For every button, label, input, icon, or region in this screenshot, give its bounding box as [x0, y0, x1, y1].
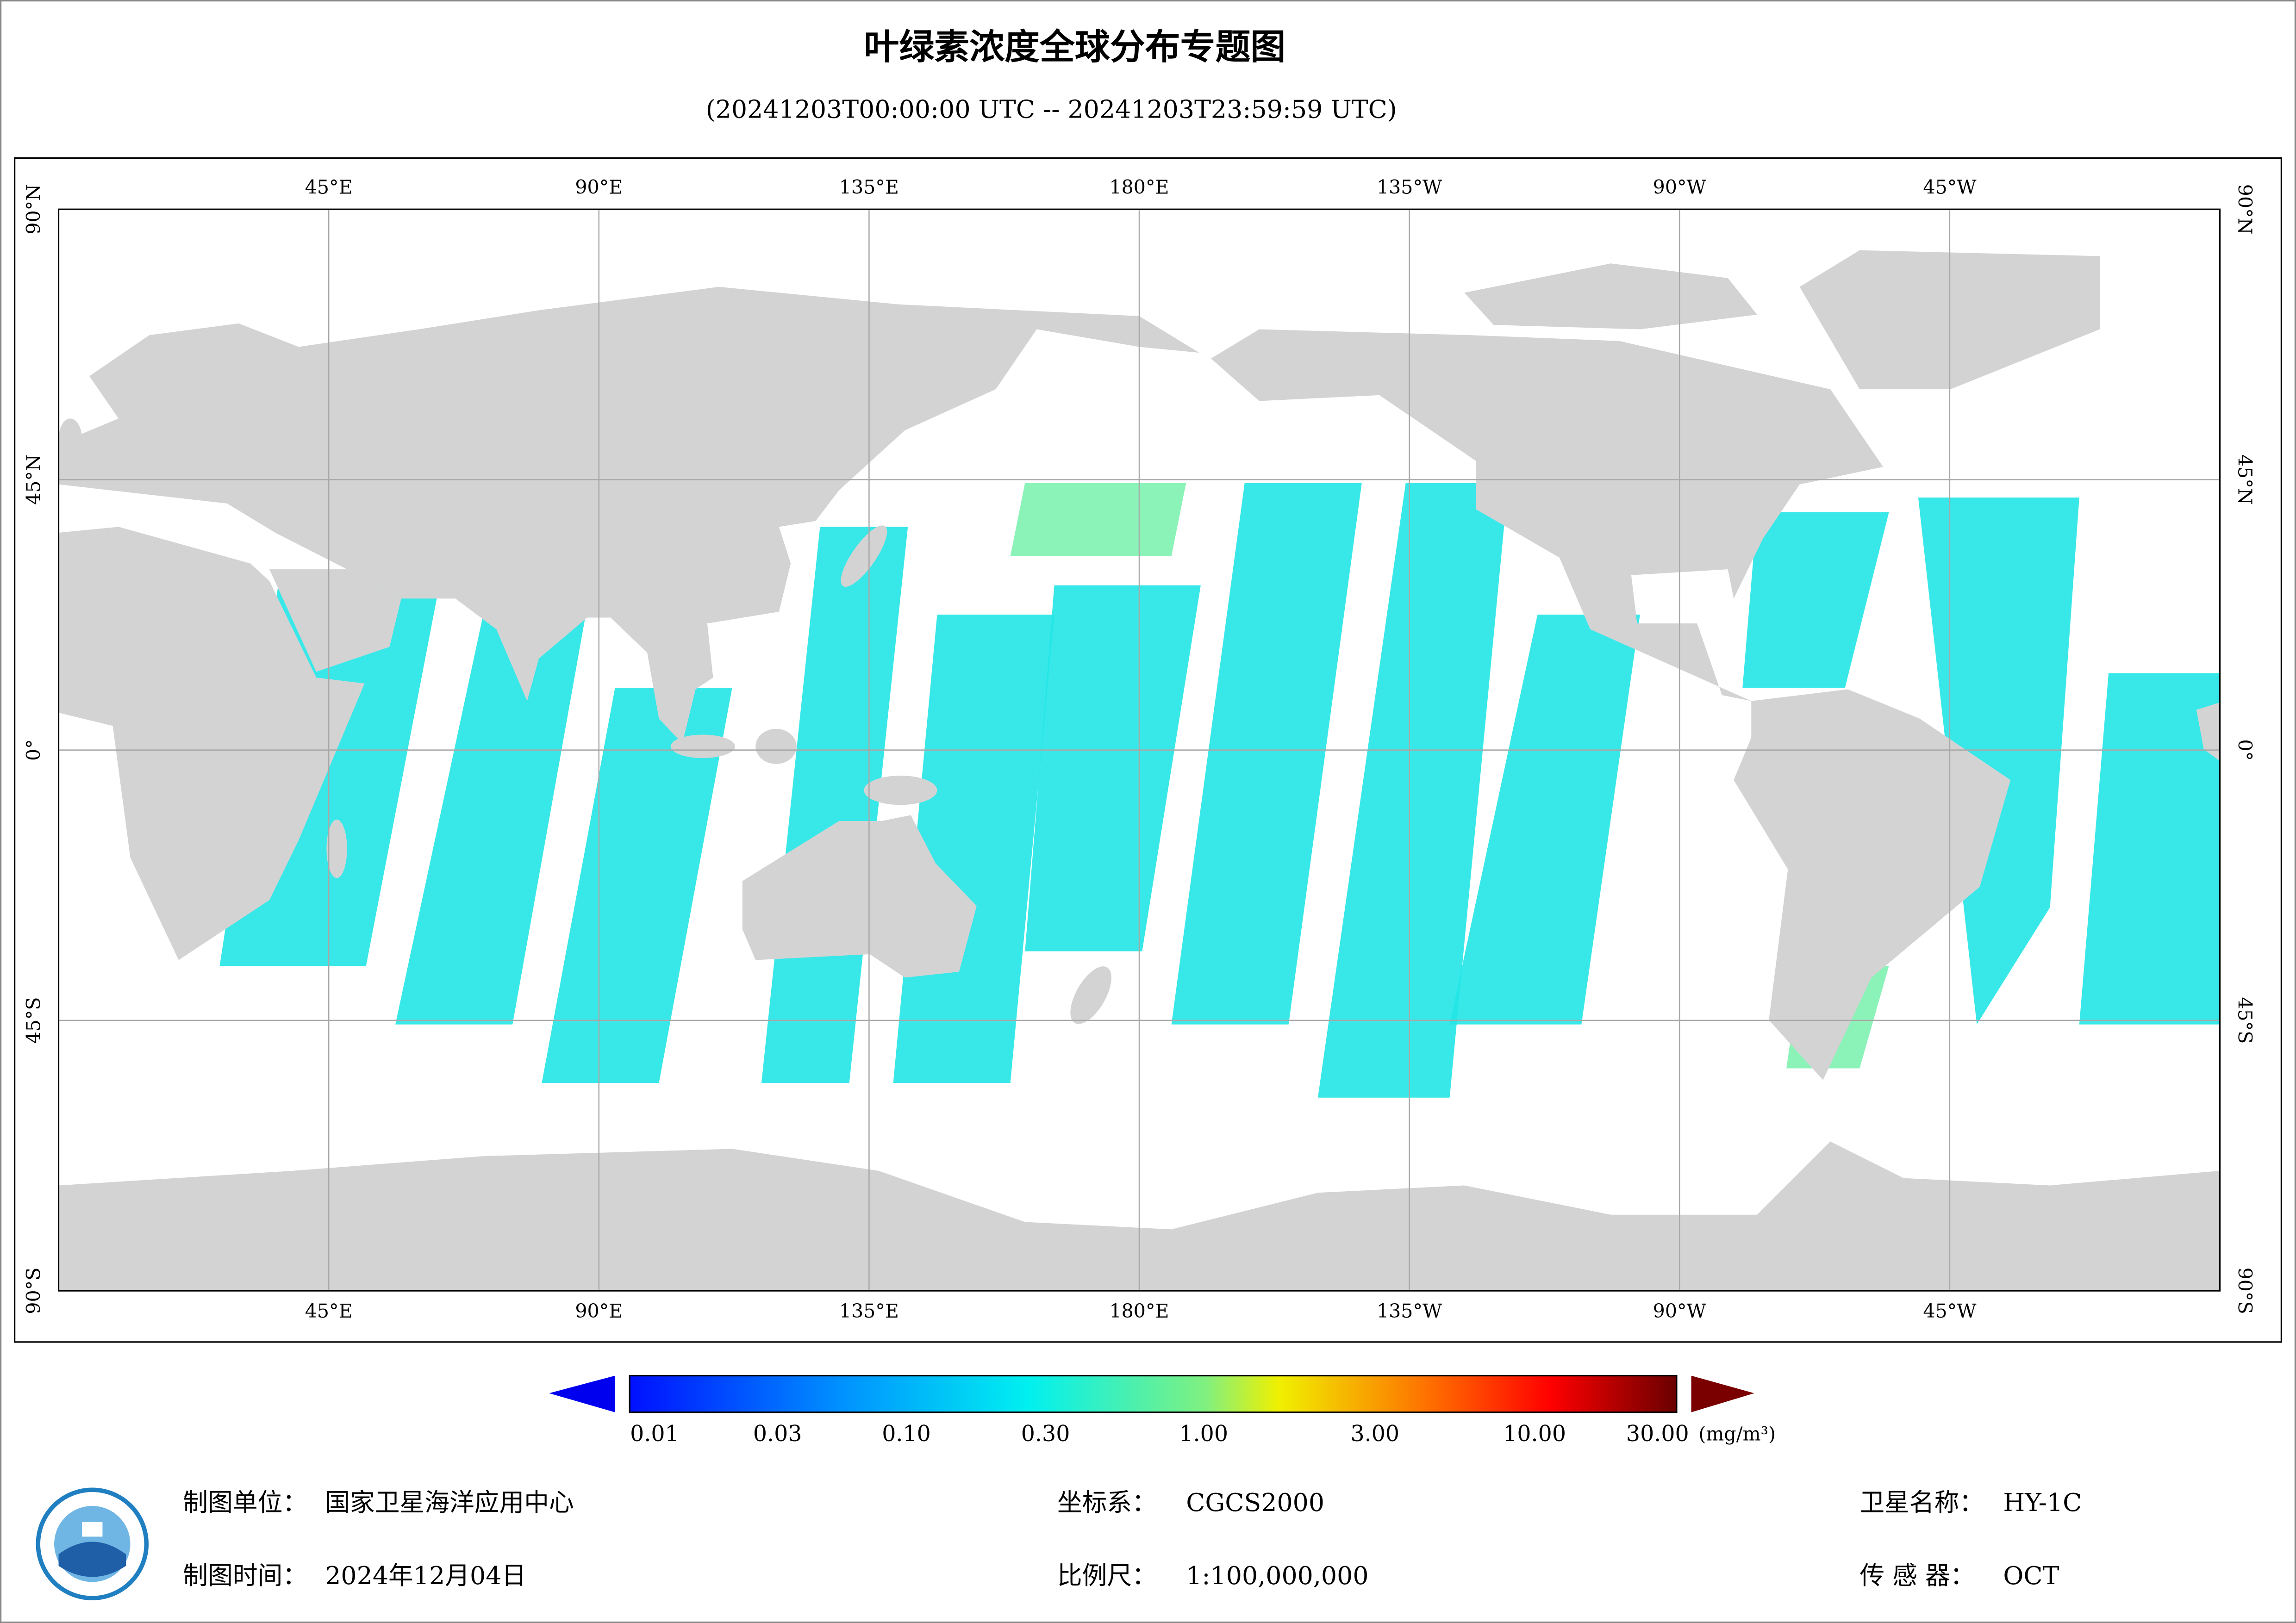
title: 叶绿素浓度全球分布专题图	[864, 26, 1285, 68]
longitude-label-bottom: 180°E	[1109, 1300, 1169, 1322]
map-inner-frame	[57, 208, 2221, 1292]
longitude-label-top: 45°W	[1923, 176, 1977, 198]
colorbar-label: 0.01	[630, 1421, 679, 1447]
latitude-label-right: 45°S	[2234, 997, 2256, 1044]
colorbar-label: 3.00	[1350, 1421, 1399, 1447]
footer-date-label: 制图时间：	[183, 1561, 307, 1590]
colorbar-ramp	[629, 1374, 1678, 1413]
graticule	[58, 209, 2220, 1291]
footer-crs-label: 坐标系：	[1057, 1488, 1157, 1517]
longitude-label-top: 45°E	[305, 176, 353, 198]
colorbar	[549, 1374, 1754, 1413]
colorbar-low-arrow	[549, 1375, 615, 1412]
longitude-label-top: 90°W	[1653, 176, 1707, 198]
latitude-label-right: 45°N	[2234, 454, 2256, 505]
longitude-label-bottom: 90°W	[1653, 1300, 1707, 1322]
colorbar-label: 30.00	[1626, 1421, 1689, 1447]
footer-unit: 国家卫星海洋应用中心	[325, 1488, 574, 1517]
colorbar-label: 0.30	[1021, 1421, 1070, 1447]
longitude-label-top: 90°E	[575, 176, 623, 198]
latitude-label-left: 90°N	[22, 184, 44, 235]
footer-satellite-label: 卫星名称：	[1859, 1488, 1984, 1517]
latitude-label-right: 90°N	[2234, 184, 2256, 235]
colorbar-label: 0.10	[882, 1421, 931, 1447]
longitude-label-top: 180°E	[1109, 176, 1169, 198]
latitude-label-left: 45°S	[22, 997, 44, 1044]
latitude-label-left: 45°N	[22, 454, 44, 505]
subtitle: (20241203T00:00:00 UTC -- 20241203T23:59…	[706, 94, 1397, 124]
longitude-label-bottom: 135°E	[839, 1300, 899, 1322]
colorbar-unit: (mg/m³)	[1698, 1423, 1776, 1445]
colorbar-high-arrow	[1691, 1375, 1754, 1412]
footer-unit-label: 制图单位：	[183, 1488, 307, 1517]
footer-crs: CGCS2000	[1186, 1488, 1324, 1517]
latitude-label-right: 90°S	[2234, 1268, 2256, 1314]
latitude-label-left: 0°	[22, 739, 44, 761]
latitude-label-right: 0°	[2234, 739, 2256, 761]
colorbar-label: 0.03	[753, 1421, 802, 1447]
longitude-label-bottom: 45°W	[1923, 1300, 1977, 1322]
footer-date: 2024年12月04日	[325, 1561, 526, 1590]
footer-satellite: HY-1C	[2003, 1488, 2082, 1517]
longitude-label-bottom: 90°E	[575, 1300, 623, 1322]
longitude-label-top: 135°E	[839, 176, 899, 198]
chlorophyll-swaths	[219, 483, 2220, 1098]
map-frame	[14, 157, 2282, 1343]
colorbar-label: 10.00	[1503, 1421, 1566, 1447]
longitude-label-top: 135°W	[1377, 176, 1442, 198]
logo	[36, 1487, 149, 1600]
longitude-label-bottom: 45°E	[305, 1300, 353, 1322]
footer-scale-label: 比例尺：	[1057, 1561, 1157, 1590]
footer-scale: 1:100,000,000	[1186, 1561, 1368, 1590]
longitude-label-bottom: 135°W	[1377, 1300, 1442, 1322]
colorbar-label: 1.00	[1179, 1421, 1228, 1447]
latitude-label-left: 90°S	[22, 1268, 44, 1314]
footer-sensor-label: 传 感 器：	[1859, 1561, 1975, 1590]
footer-sensor: OCT	[2003, 1561, 2059, 1590]
